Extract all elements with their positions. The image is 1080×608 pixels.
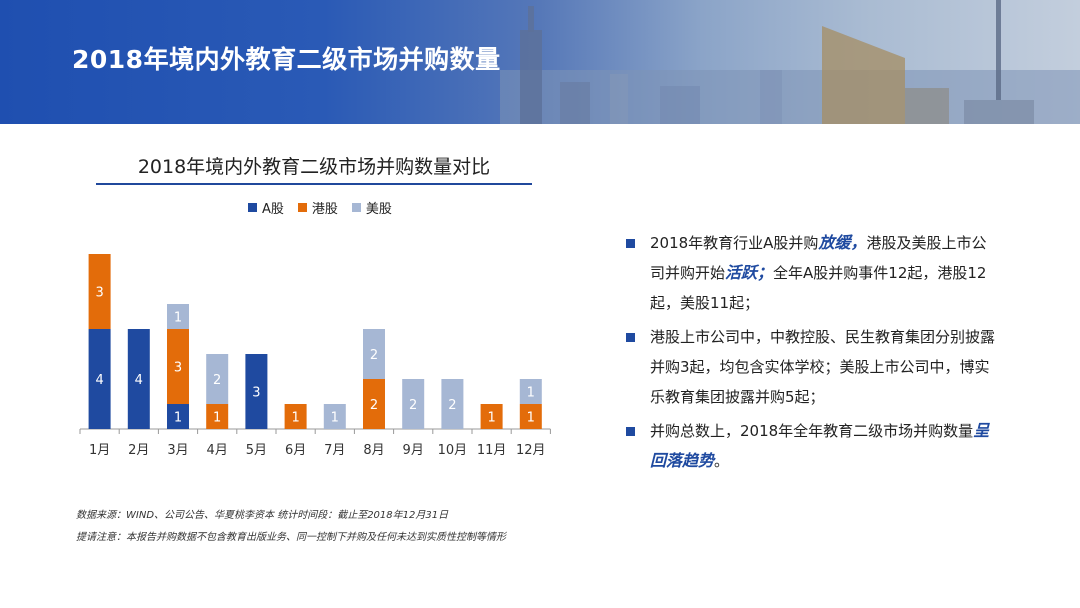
x-axis-tick-label: 5月	[246, 443, 267, 458]
bullet-item: 2018年教育行业A股并购放缓，港股及美股上市公司并购开始活跃；全年A股并购事件…	[626, 228, 996, 318]
bar-segment-hk-share	[519, 404, 542, 429]
bar-data-label: 2	[370, 348, 378, 363]
bullet-text: 港股上市公司中，中教控股、民生教育集团分别披露并购3起，均包含实体学校；美股上市…	[650, 328, 996, 406]
bar-segment-hk-share	[363, 379, 385, 429]
bar-segment-us-share	[167, 304, 189, 329]
x-axis-tick-label: 4月	[207, 443, 228, 458]
x-axis-tick-label: 10月	[438, 443, 468, 458]
bar-data-label: 3	[252, 386, 260, 401]
bar-segment-a-share	[167, 404, 189, 429]
bar-data-label: 1	[174, 411, 182, 426]
bullet-square-icon	[626, 427, 635, 436]
bar-data-label: 1	[527, 386, 535, 401]
footnote-notice: 提请注意：本报告并购数据不包含教育出版业务、同一控制下并购及任何未达到实质性控制…	[76, 532, 506, 543]
bar-segment-hk-share	[88, 254, 111, 329]
bar-data-label: 1	[213, 411, 221, 426]
bar-data-label: 1	[487, 411, 495, 426]
bar-data-label: 4	[95, 373, 103, 388]
bullet-text: 。	[714, 452, 730, 470]
bullet-square-icon	[626, 333, 635, 342]
bar-data-label: 3	[174, 361, 182, 376]
bar-data-label: 1	[174, 311, 182, 326]
legend-item-a-share: A股	[248, 198, 284, 217]
bullet-emphasis-text: 活跃；	[725, 263, 774, 282]
legend-swatch-a-share	[248, 203, 257, 212]
bar-segment-us-share	[206, 354, 229, 404]
chart-title: 2018年境内外教育二级市场并购数量对比	[137, 156, 491, 178]
bullet-text: 2018年教育行业A股并购	[650, 234, 819, 252]
bar-segment-us-share	[519, 379, 542, 404]
x-axis-tick-label: 7月	[324, 443, 345, 458]
chart-title-underline	[96, 183, 532, 185]
legend-label-hk-share: 港股	[311, 202, 338, 217]
bar-segment-hk-share	[480, 404, 503, 429]
bar-data-label: 2	[448, 398, 456, 413]
x-axis-tick-label: 9月	[403, 443, 424, 458]
header-banner: 2018年境内外教育二级市场并购数量	[0, 0, 1080, 124]
legend-item-us-share: 美股	[351, 198, 392, 217]
legend-label-a-share: A股	[262, 202, 284, 217]
bar-segment-a-share	[245, 354, 268, 429]
bar-segment-a-share	[88, 329, 111, 429]
bar-data-label: 4	[135, 373, 143, 388]
bullet-text: 港股及美股上市公司并购开始	[650, 234, 987, 282]
bar-data-label: 1	[291, 411, 299, 426]
city-skyline-image	[500, 0, 1080, 124]
bullet-item: 港股上市公司中，中教控股、民生教育集团分别披露并购3起，均包含实体学校；美股上市…	[626, 322, 996, 412]
bar-segment-us-share	[323, 404, 346, 429]
bar-data-label: 2	[409, 398, 417, 413]
bullet-square-icon	[626, 239, 635, 248]
bar-data-label: 2	[370, 398, 378, 413]
bar-data-label: 1	[527, 411, 535, 426]
bullet-text: 全年A股并购事件12起，港股12起，美股11起；	[650, 264, 987, 312]
bar-segment-us-share	[363, 329, 385, 379]
x-axis-tick-label: 8月	[363, 443, 384, 458]
footnote-source: 数据来源：WIND、公司公告、华夏桃李资本 统计时间段：截止至2018年12月3…	[76, 510, 449, 521]
bar-data-label: 1	[331, 411, 339, 426]
bullet-text: 并购总数上，2018年全年教育二级市场并购数量	[650, 422, 974, 440]
x-axis-tick-label: 11月	[477, 443, 507, 458]
bullet-emphasis-text: 放缓，	[818, 233, 867, 252]
bullet-list: 2018年教育行业A股并购放缓，港股及美股上市公司并购开始活跃；全年A股并购事件…	[626, 228, 996, 480]
page-title: 2018年境内外教育二级市场并购数量	[72, 45, 501, 74]
bar-segment-a-share	[127, 329, 150, 429]
bullet-emphasis-text: 呈回落趋势	[650, 421, 990, 470]
legend-swatch-us-share	[351, 203, 361, 212]
bar-segment-hk-share	[167, 329, 189, 404]
bar-data-label: 2	[213, 373, 221, 388]
legend-swatch-hk-share	[297, 203, 307, 212]
legend-label-us-share: 美股	[365, 202, 392, 217]
bar-data-label: 3	[95, 286, 103, 301]
x-axis-tick-label: 12月	[516, 443, 546, 458]
x-axis-tick-label: 2月	[128, 443, 149, 458]
legend-item-hk-share: 港股	[297, 198, 338, 217]
bar-segment-hk-share	[206, 404, 229, 429]
x-axis-tick-label: 1月	[89, 443, 110, 458]
bullet-item: 并购总数上，2018年全年教育二级市场并购数量呈回落趋势。	[626, 416, 996, 476]
bar-segment-hk-share	[284, 404, 307, 429]
x-axis-tick-label: 6月	[285, 443, 306, 458]
x-axis-tick-label: 3月	[167, 443, 188, 458]
bar-segment-us-share	[441, 379, 464, 429]
chart-legend: A股 港股 美股	[248, 198, 392, 217]
bar-segment-us-share	[402, 379, 425, 429]
